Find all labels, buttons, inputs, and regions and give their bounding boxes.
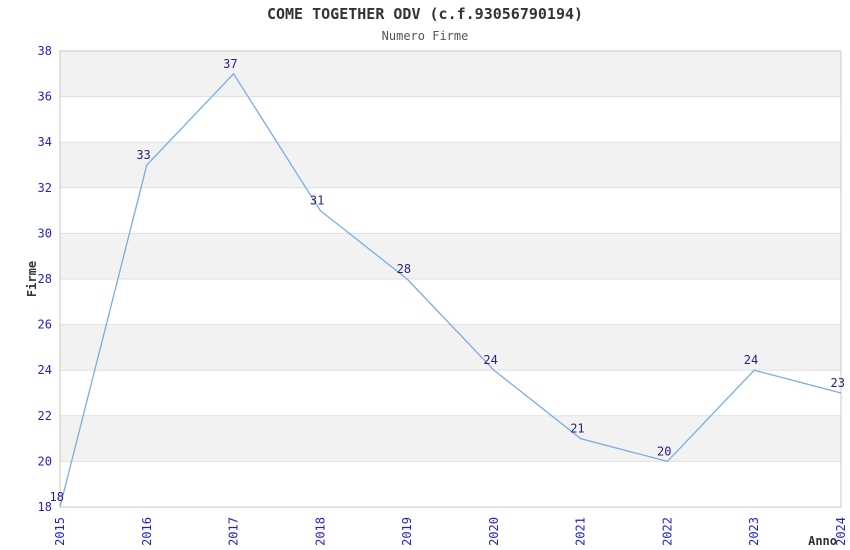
x-tick-label: 2024 — [834, 517, 848, 546]
grid-band — [60, 51, 841, 97]
chart-title: COME TOGETHER ODV (c.f.93056790194) — [266, 5, 584, 23]
data-point-label: 20 — [657, 444, 671, 458]
x-axis-label: Anno — [808, 534, 837, 548]
data-point-label: 21 — [570, 422, 584, 436]
y-tick-label: 18 — [38, 500, 52, 514]
data-point-label: 24 — [483, 353, 497, 367]
y-tick-label: 32 — [38, 181, 52, 195]
x-tick-label: 2016 — [140, 517, 154, 546]
y-tick-label: 30 — [38, 226, 52, 240]
y-tick-label: 24 — [38, 363, 52, 377]
grid-band — [60, 324, 841, 371]
data-point-label: 37 — [223, 57, 237, 71]
x-tick-label: 2023 — [747, 517, 761, 546]
y-tick-label: 38 — [38, 44, 52, 58]
y-tick-label: 34 — [38, 135, 52, 149]
grid-band — [60, 233, 841, 279]
data-point-label: 18 — [50, 490, 64, 504]
x-tick-label: 2021 — [574, 517, 588, 546]
grid-band — [60, 142, 841, 188]
grid-band — [60, 415, 841, 462]
data-point-label: 31 — [310, 194, 324, 208]
x-tick-label: 2022 — [660, 517, 674, 546]
y-tick-label: 26 — [38, 318, 52, 332]
y-tick-label: 36 — [38, 90, 52, 104]
x-tick-label: 2018 — [313, 517, 327, 546]
data-point-label: 28 — [397, 262, 411, 276]
data-point-label: 33 — [136, 148, 150, 162]
y-tick-label: 20 — [38, 454, 52, 468]
x-tick-label: 2017 — [227, 517, 241, 546]
x-tick-label: 2020 — [487, 517, 501, 546]
data-point-label: 24 — [744, 353, 758, 367]
chart-subtitle: Numero Firme — [381, 29, 469, 43]
data-point-label: 23 — [831, 376, 845, 390]
y-tick-label: 22 — [38, 409, 52, 423]
x-tick-label: 2019 — [400, 517, 414, 546]
y-tick-label: 28 — [38, 272, 52, 286]
data-line — [59, 72, 842, 508]
plot-border — [59, 50, 842, 508]
x-tick-label: 2015 — [53, 517, 67, 546]
